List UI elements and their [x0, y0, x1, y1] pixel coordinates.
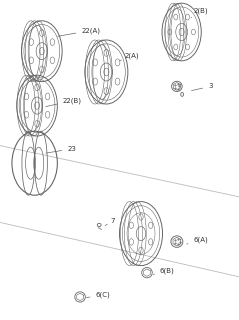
Text: 23: 23 — [46, 146, 76, 153]
Text: 2(B): 2(B) — [191, 8, 208, 18]
Text: 6(A): 6(A) — [187, 237, 208, 244]
Text: 3: 3 — [191, 84, 212, 91]
Text: 22(B): 22(B) — [46, 98, 81, 107]
Text: 6(B): 6(B) — [153, 267, 175, 275]
Text: 6(C): 6(C) — [86, 291, 110, 298]
Text: 7: 7 — [105, 218, 114, 226]
Text: 22(A): 22(A) — [58, 27, 100, 36]
Text: 2(A): 2(A) — [120, 53, 139, 61]
